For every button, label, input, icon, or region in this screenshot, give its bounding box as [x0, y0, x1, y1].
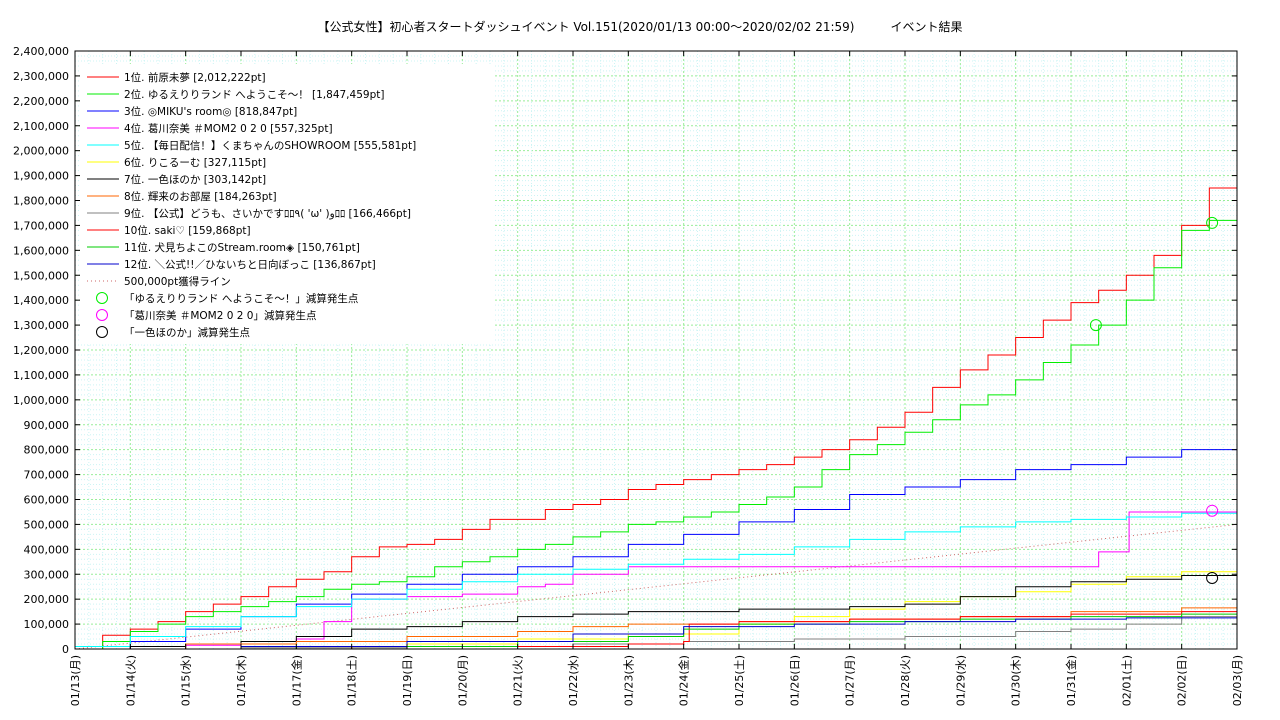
reference-line [74, 523, 1238, 650]
x-tick-label: 01/14(火) [124, 655, 137, 706]
x-axis: 01/13(月) 01/14(火) 01/15(水) 01/16(木) 01/17(金)… [69, 51, 1244, 706]
x-tick-label: 01/25(土) [733, 655, 746, 706]
y-tick-label: 1,300,000 [13, 319, 69, 332]
legend-marker-3 [96, 326, 108, 338]
legend-entry-7: 7位. 一色ほのか [303,142pt] [124, 173, 266, 186]
x-tick-label: 01/16(木) [235, 655, 248, 706]
series-line-1 [75, 147, 1238, 650]
legend-marker-1 [96, 292, 108, 304]
legend-background [80, 64, 495, 344]
x-tick-label: 01/30(木) [1010, 655, 1023, 706]
x-tick-label: 01/17(金) [289, 655, 303, 706]
legend-entry-11: 11位. 犬見ちよこのStream.room◈ [150,761pt] [124, 241, 360, 254]
marker-point-1 [1206, 216, 1219, 229]
y-tick-label: 2,000,000 [13, 145, 69, 158]
x-tick-label: 01/18(土) [346, 655, 359, 706]
x-tick-label: 02/02(日) [1176, 655, 1189, 706]
legend-entry-reference: 500,000pt獲得ライン [124, 275, 231, 288]
x-tick-label: 01/15(水) [180, 655, 193, 706]
y-tick-label: 1,200,000 [13, 344, 69, 357]
y-tick-label: 1,700,000 [13, 219, 69, 232]
y-tick-label: 2,200,000 [13, 95, 69, 108]
y-tick-label: 100,000 [24, 618, 70, 631]
marker-point-2 [1206, 504, 1219, 517]
x-tick-label: 02/01(土) [1120, 655, 1133, 706]
x-tick-label: 01/19(日) [401, 655, 414, 706]
x-tick-label: 01/27(月) [844, 655, 857, 706]
y-tick-label: 800,000 [24, 444, 70, 457]
legend-entry-marker-2: 「葛川奈美 ＃MOM2 0 2 0」減算発生点 [124, 309, 316, 322]
x-tick-label: 01/26(日) [788, 655, 801, 706]
legend-entry-8: 8位. 輝来のお部屋 [184,263pt] [124, 190, 277, 203]
x-tick-label: 02/03(月) [1231, 655, 1244, 706]
y-tick-label: 2,400,000 [13, 45, 69, 58]
y-axis: 0 100,000 200,000 300,000 400,000 500,000 600,… [13, 45, 1237, 656]
marker-point-1 [1089, 319, 1102, 332]
y-tick-label: 1,800,000 [13, 195, 69, 208]
y-tick-label: 1,000,000 [13, 394, 69, 407]
marker-layer [1089, 216, 1219, 584]
y-tick-label: 1,400,000 [13, 294, 69, 307]
x-tick-label: 01/31(金) [1064, 655, 1078, 706]
y-tick-label: 900,000 [24, 419, 70, 432]
x-tick-label: 01/21(火) [512, 655, 525, 706]
legend-entry-marker-1: 「ゆるえりりランド へようこそ～！」減算発生点 [124, 292, 358, 305]
y-tick-label: 1,900,000 [13, 170, 69, 183]
y-tick-label: 700,000 [24, 469, 70, 482]
legend-entry-9: 9位. 【公式】どうも、さいかですﾛﾛ٩( 'ω' )وﾛﾛ [166,466p… [124, 207, 411, 220]
x-tick-label: 01/28(火) [899, 655, 912, 706]
chart-title: 【公式女性】初心者スタートダッシュイベント Vol.151(2020/01/13… [317, 20, 963, 34]
legend-marker-2 [96, 309, 108, 321]
reference-line-layer [74, 523, 1238, 650]
legend-entry-10: 10位. saki♡ [159,868pt] [124, 224, 251, 237]
y-tick-label: 2,100,000 [13, 120, 69, 133]
y-tick-label: 200,000 [24, 593, 70, 606]
series-line-5 [75, 510, 1238, 648]
legend-entry-5: 5位. 【毎日配信！】くまちゃんのSHOWROOM [555,581pt] [124, 139, 416, 152]
x-tick-label: 01/23(木) [622, 655, 635, 706]
legend: 1位. 前原未夢 [2,012,222pt] 2位. ゆるえりりランド へようこそ… [87, 71, 416, 339]
x-tick-label: 01/20(月) [456, 655, 469, 706]
y-tick-label: 1,100,000 [13, 369, 69, 382]
legend-entry-12: 12位. ＼公式!!／ひないちと日向ぼっこ [136,867pt] [124, 258, 376, 271]
x-tick-label: 01/22(水) [567, 655, 580, 706]
legend-entry-4: 4位. 葛川奈美 ＃MOM2 0 2 0 [557,325pt] [124, 122, 333, 135]
y-tick-label: 500,000 [24, 518, 70, 531]
y-tick-label: 1,600,000 [13, 244, 69, 257]
legend-entry-2: 2位. ゆるえりりランド へようこそ～！ [1,847,459pt] [124, 88, 384, 101]
series-line-8 [75, 603, 1238, 650]
y-tick-label: 2,300,000 [13, 70, 69, 83]
y-tick-label: 0 [62, 643, 69, 656]
series-line-7 [75, 573, 1238, 650]
series-line-2 [75, 188, 1238, 650]
x-tick-label: 01/29(水) [954, 655, 967, 706]
y-tick-label: 1,500,000 [13, 269, 69, 282]
legend-entry-marker-3: 「一色ほのか」減算発生点 [124, 326, 250, 339]
legend-entry-3: 3位. ◎MIKU's room◎ [818,847pt] [124, 105, 297, 118]
x-tick-label: 01/24(金) [677, 655, 691, 706]
x-tick-label: 01/13(月) [69, 655, 82, 706]
legend-entry-1: 1位. 前原未夢 [2,012,222pt] [124, 71, 266, 84]
y-tick-label: 600,000 [24, 494, 70, 507]
marker-point-3 [1206, 571, 1219, 584]
y-tick-label: 400,000 [24, 543, 70, 556]
legend-entry-6: 6位. りこるーむ [327,115pt] [124, 156, 266, 169]
y-tick-label: 300,000 [24, 568, 70, 581]
